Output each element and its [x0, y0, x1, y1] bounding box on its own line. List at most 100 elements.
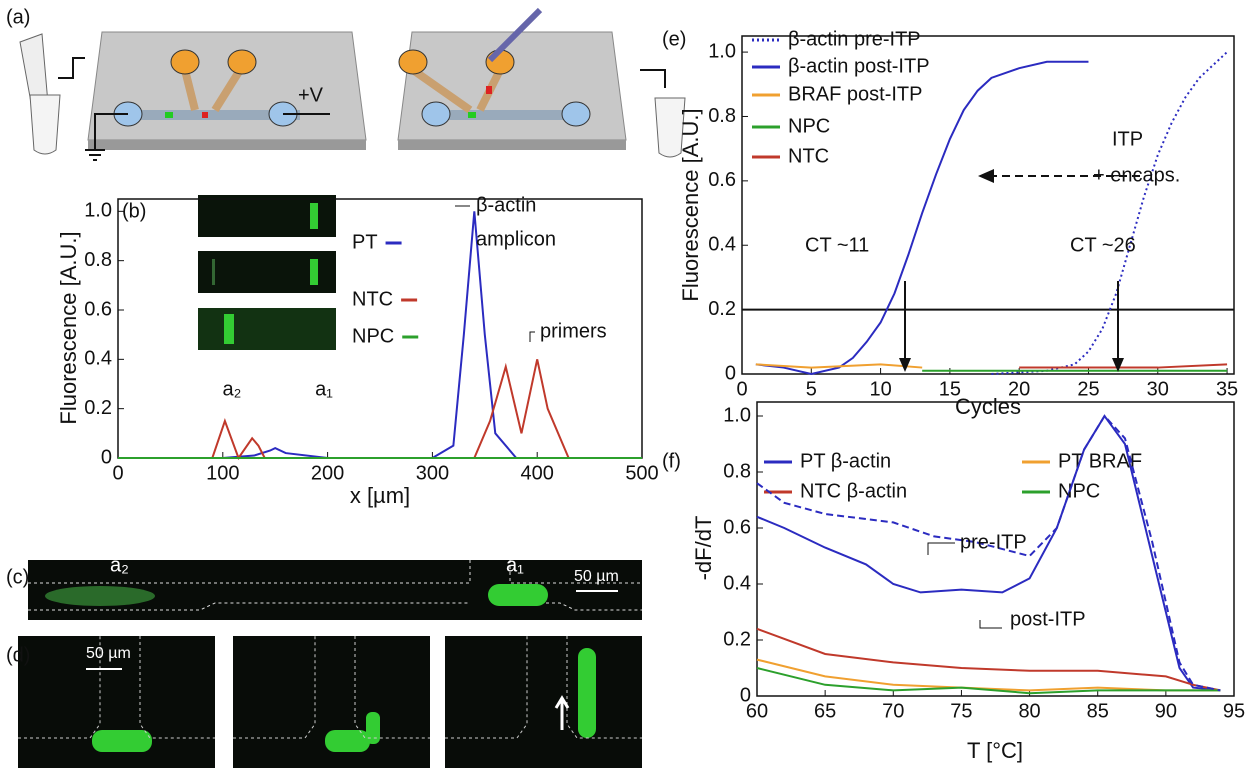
y-tick-label: 0.2: [84, 397, 112, 419]
legend-label: PT BRAF: [1058, 450, 1142, 472]
x-axis-label: Cycles: [955, 394, 1021, 419]
y-tick-label: 1.0: [708, 40, 736, 62]
x-tick-label: 30: [1147, 378, 1169, 400]
series-line: [1019, 363, 1228, 369]
x-tick-label: 400: [521, 462, 554, 484]
y-tick-label: 0: [740, 684, 751, 706]
annotation: pre-ITP: [960, 531, 1027, 553]
x-tick-label: 95: [1223, 700, 1245, 722]
legend-label: NPC: [788, 115, 830, 137]
y-tick-label: 0: [725, 362, 736, 384]
annotation: CT ~11: [805, 234, 869, 256]
y-axis-label: Fluorescence [A.U.]: [56, 231, 81, 424]
x-tick-label: 0: [112, 462, 123, 484]
x-tick-label: 15: [939, 378, 961, 400]
scale-label: 50 µm: [86, 645, 131, 662]
series-line: [756, 627, 1221, 692]
y-tick-label: 0.6: [723, 516, 751, 538]
annotation: CT ~26: [1070, 234, 1136, 256]
plot-frame: [741, 35, 1235, 375]
x-tick-label: 10: [869, 378, 891, 400]
y-tick-label: 1.0: [723, 404, 751, 426]
arrow-head: [978, 169, 994, 183]
legend-label: BRAF post-ITP: [788, 83, 922, 105]
schematic-a: [19, 7, 686, 161]
y-tick-label: 0.4: [84, 348, 112, 370]
x-tick-label: 90: [1155, 700, 1177, 722]
annotation: amplicon: [476, 228, 556, 250]
x-axis-label: x [µm]: [350, 483, 410, 508]
plot-frame: [756, 401, 1235, 697]
micrograph-c: [28, 560, 642, 620]
legend-label: NPC: [1058, 480, 1100, 502]
x-tick-label: 300: [416, 462, 449, 484]
y-axis-label: Fluorescence [A.U.]: [678, 108, 703, 301]
y-tick-label: 0: [101, 446, 112, 468]
series-line: [756, 667, 1221, 695]
channel-label: a₂: [110, 554, 129, 576]
legend-label: β-actin post-ITP: [788, 55, 930, 77]
leader: [455, 205, 535, 342]
arrow-head: [899, 358, 911, 372]
panel-label: (f): [662, 450, 681, 472]
x-tick-label: 70: [882, 700, 904, 722]
legend-label: PT β-actin: [800, 450, 891, 472]
y-tick-label: 0.8: [708, 105, 736, 127]
x-tick-label: 20: [1008, 378, 1030, 400]
inset-label: a₂: [223, 378, 242, 400]
x-tick-label: 65: [814, 700, 836, 722]
x-tick-label: 75: [950, 700, 972, 722]
y-tick-label: 0.4: [723, 572, 751, 594]
legend-label: NTC: [788, 145, 829, 167]
y-axis-label: -dF/dT: [691, 516, 716, 581]
x-tick-label: 100: [206, 462, 239, 484]
x-tick-label: 60: [746, 700, 768, 722]
annotation: ITP: [1112, 128, 1143, 150]
leader: [927, 542, 1002, 629]
x-tick-label: 0: [736, 378, 747, 400]
panel-label: (d): [6, 644, 30, 666]
annotation: post-ITP: [1010, 608, 1086, 630]
series-line: [118, 359, 642, 461]
annotation: β-actin: [476, 194, 536, 216]
scale-label: 50 µm: [574, 568, 619, 585]
series-line: [755, 363, 923, 369]
series-line: [991, 51, 1228, 375]
y-tick-label: 0.2: [723, 628, 751, 650]
micrograph-d: [18, 636, 642, 768]
panel-label: (c): [6, 566, 29, 588]
x-tick-label: 500: [625, 462, 658, 484]
x-tick-label: 200: [311, 462, 344, 484]
y-tick-label: 0.8: [723, 460, 751, 482]
y-tick-label: 0.2: [708, 298, 736, 320]
inset-b: [198, 195, 336, 350]
y-tick-label: 0.6: [84, 298, 112, 320]
panel-label: (a): [6, 6, 30, 28]
x-axis-label: T [°C]: [967, 738, 1023, 763]
series-line: [756, 414, 1221, 692]
x-tick-label: 80: [1018, 700, 1040, 722]
panel-label: (e): [662, 28, 686, 50]
legend-label: β-actin pre-ITP: [788, 28, 921, 50]
inset-label: a₁: [315, 378, 333, 400]
annotation: primers: [540, 320, 607, 342]
arrow-head: [1112, 358, 1124, 372]
channel-label: a₁: [506, 554, 524, 576]
voltage-label: +V: [298, 84, 324, 106]
x-tick-label: 5: [806, 378, 817, 400]
y-tick-label: 0.8: [84, 249, 112, 271]
legend-label: NPC: [352, 325, 394, 347]
y-tick-label: 1.0: [84, 200, 112, 222]
x-tick-label: 35: [1216, 378, 1238, 400]
y-tick-label: 0.4: [708, 234, 736, 256]
series-line: [756, 414, 1221, 692]
y-tick-label: 0.6: [708, 169, 736, 191]
legend-label: NTC β-actin: [800, 480, 907, 502]
x-tick-label: 85: [1087, 700, 1109, 722]
x-tick-label: 25: [1077, 378, 1099, 400]
panel-label: (b): [122, 200, 146, 222]
legend-label: PT: [352, 231, 378, 253]
series-line: [755, 60, 1089, 376]
legend-label: NTC: [352, 288, 393, 310]
